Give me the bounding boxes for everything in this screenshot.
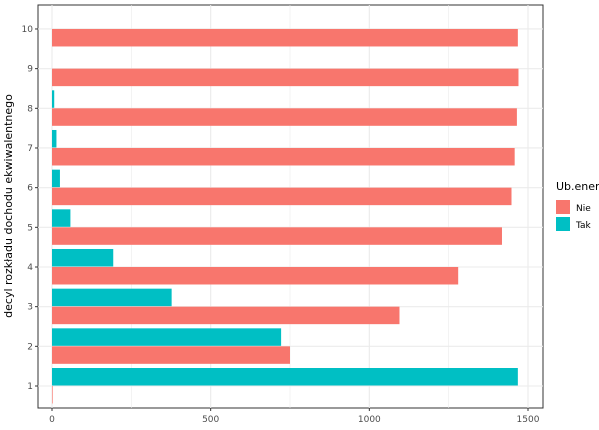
bar-nie-5: [52, 227, 502, 245]
y-tick-label: 2: [27, 342, 33, 352]
bar-layer: [52, 28, 519, 404]
axis-layer: 0 500 1000 1500 1 2 3 4 5 6 7 8 9 10: [22, 25, 540, 425]
bar-tak-5: [52, 209, 71, 227]
bar-nie-3: [52, 306, 400, 325]
y-tick-label: 5: [27, 223, 33, 233]
bar-tak-8: [52, 90, 55, 108]
legend-label-nie: Nie: [576, 204, 591, 214]
bar-nie-9: [52, 68, 519, 87]
bar-nie-2: [52, 346, 290, 364]
bar-tak-4: [52, 248, 114, 267]
legend-title: Ub.energ.: [556, 180, 599, 193]
legend-key-nie: [556, 200, 570, 214]
bar-tak-1: [52, 368, 518, 386]
bar-tak-2: [52, 328, 282, 346]
y-axis-label: decyl rozkładu dochodu ekwiwalentnego: [2, 94, 15, 318]
bar-nie-7: [52, 147, 515, 166]
y-tick-label: 8: [27, 104, 33, 114]
bar-tak-7: [52, 129, 57, 148]
bar-nie-6: [52, 187, 512, 206]
x-tick-label: 1000: [358, 415, 381, 425]
x-tick-label: 1500: [517, 415, 540, 425]
bar-nie-4: [52, 266, 459, 285]
bar-tak-6: [52, 169, 60, 188]
bar-nie-1: [52, 386, 53, 404]
y-tick-label: 7: [27, 144, 33, 154]
legend-key-tak: [556, 217, 570, 231]
y-tick-label: 10: [22, 25, 34, 35]
y-tick-label: 4: [27, 263, 33, 273]
y-tick-label: 1: [27, 382, 33, 392]
legend-label-tak: Tak: [575, 221, 592, 231]
x-tick-label: 500: [202, 415, 219, 425]
bar-nie-8: [52, 108, 517, 126]
bar-nie-10: [52, 28, 518, 47]
y-tick-label: 6: [27, 184, 33, 194]
bar-tak-3: [52, 288, 172, 307]
x-tick-label: 0: [49, 415, 55, 425]
legend: Ub.energ. Nie Tak: [556, 180, 599, 231]
y-tick-label: 3: [27, 303, 33, 313]
y-tick-label: 9: [27, 65, 33, 75]
